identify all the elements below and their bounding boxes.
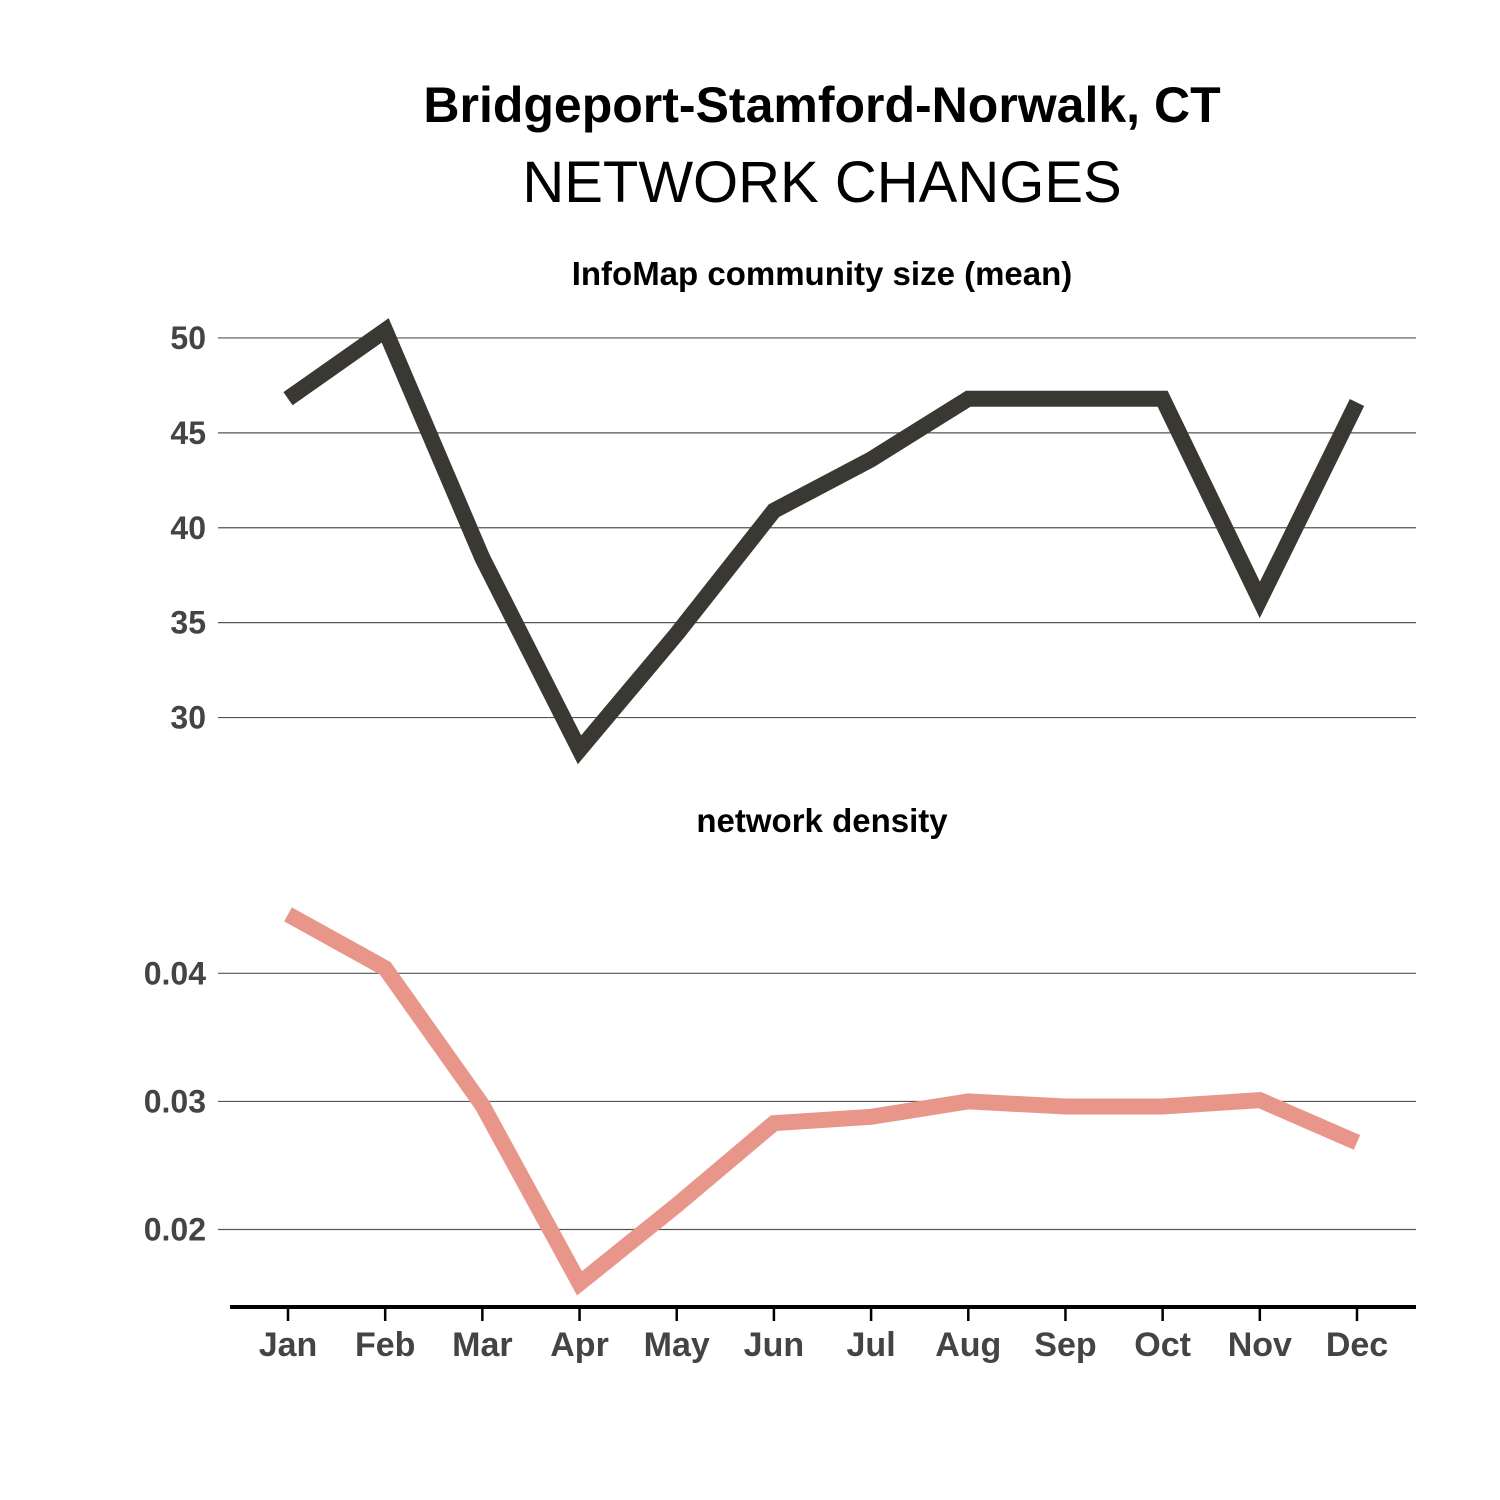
x-tick-label: Feb [355,1326,415,1364]
y-tick-label: 0.04 [144,955,206,991]
chart-subtitle: NETWORK CHANGES [522,150,1121,215]
panel-title: network density [696,802,948,839]
y-tick-label: 35 [170,605,206,641]
x-tick-label: Sep [1034,1326,1096,1364]
y-tick-label: 45 [170,415,206,451]
x-tick-label: Aug [935,1326,1001,1364]
network-density-panel: network density 0.02 0.03 0.04 [144,802,1416,1296]
panel-title: InfoMap community size (mean) [572,255,1073,292]
y-tick-label: 30 [170,700,206,736]
y-tick-label: 0.03 [144,1083,206,1119]
series-line [283,318,1365,765]
x-tick-label: Jul [847,1326,896,1364]
x-tick-label: Jan [259,1326,318,1364]
x-tick-label: Dec [1326,1326,1388,1364]
community-size-panel: InfoMap community size (mean) 30 35 40 45 50 [170,255,1416,765]
x-tick-label: Jun [744,1326,804,1364]
y-tick-label: 0.02 [144,1212,206,1248]
x-tick-label: Nov [1228,1326,1292,1364]
series-line [284,907,1361,1296]
x-tick-label: May [644,1326,710,1364]
x-tick-label: Mar [452,1326,512,1364]
x-tick-label: Apr [550,1326,609,1364]
x-axis: Jan Feb Mar Apr May Jun Jul Aug Sep Oct Nov Dec [230,1305,1416,1364]
y-tick-label: 50 [170,320,206,356]
x-tick-label: Oct [1134,1326,1191,1364]
chart-title: Bridgeport-Stamford-Norwalk, CT [423,77,1220,133]
y-tick-label: 40 [170,510,206,546]
